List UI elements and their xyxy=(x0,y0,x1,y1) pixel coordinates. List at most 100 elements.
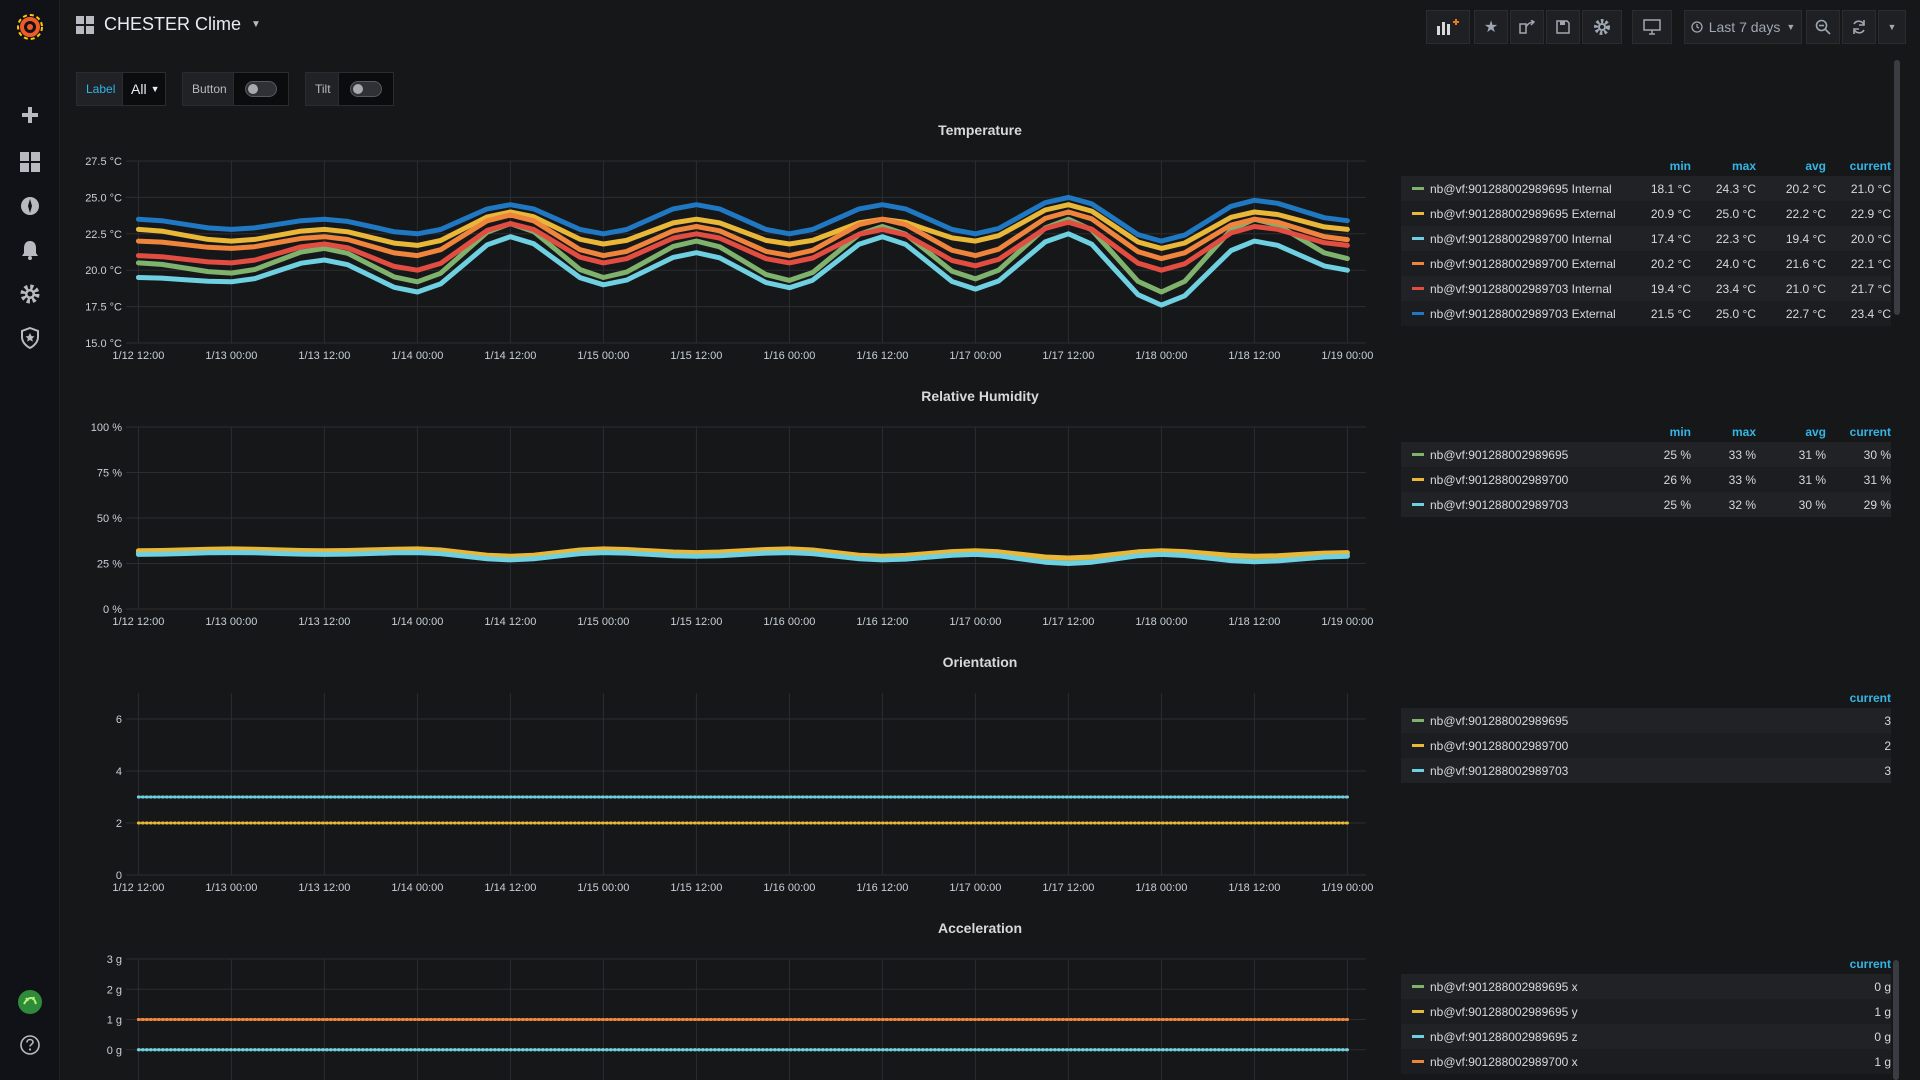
alerting-bell-icon[interactable] xyxy=(13,233,47,267)
series-name[interactable]: nb@vf:901288002989703 External xyxy=(1430,307,1616,321)
dashboard-title-picker[interactable]: CHESTER Clime ▼ xyxy=(76,14,261,35)
series-color-swatch[interactable] xyxy=(1412,769,1424,772)
series-color-swatch[interactable] xyxy=(1412,212,1424,215)
legend-series-row[interactable]: nb@vf:901288002989700 x 1 g xyxy=(1401,1049,1891,1074)
legend-series-row[interactable]: nb@vf:901288002989703 External 21.5 °C 25.… xyxy=(1401,301,1891,326)
series-name[interactable]: nb@vf:901288002989695 External xyxy=(1430,207,1616,221)
help-icon[interactable] xyxy=(13,1028,47,1062)
series-line[interactable] xyxy=(135,216,1350,295)
series-color-swatch[interactable] xyxy=(1412,744,1424,747)
legend-series-row[interactable]: nb@vf:901288002989703 3 xyxy=(1401,758,1891,783)
series-name[interactable]: nb@vf:901288002989695 xyxy=(1430,448,1569,462)
acceleration-panel-title[interactable]: Acceleration xyxy=(937,920,1023,936)
button-toggle[interactable] xyxy=(233,72,289,106)
temperature-panel-title[interactable]: Temperature xyxy=(938,122,1022,138)
series-color-swatch[interactable] xyxy=(1412,287,1424,290)
series-color-swatch[interactable] xyxy=(1412,985,1424,988)
series-line[interactable] xyxy=(135,194,1350,244)
legend-scrollbar[interactable] xyxy=(1894,60,1900,315)
series-name[interactable]: nb@vf:901288002989695 z xyxy=(1430,1030,1578,1044)
series-line[interactable] xyxy=(135,209,1350,262)
create-plus-icon[interactable] xyxy=(13,98,47,132)
humidity-graph[interactable]: 100 % 75 % 50 % 25 % 0 %1/12 12:00 1/13 00:00… xyxy=(91,422,1374,628)
orientation-graph[interactable]: 6 4 2 01/12 12:00 1/13 00:00 1/13 12:00 1/14 0… xyxy=(112,693,1373,894)
series-name[interactable]: nb@vf:901288002989703 xyxy=(1430,764,1569,778)
series-name[interactable]: nb@vf:901288002989700 Internal xyxy=(1430,232,1612,246)
variable-label-select[interactable]: All ▼ xyxy=(122,72,166,106)
series-name[interactable]: nb@vf:901288002989700 xyxy=(1430,473,1569,487)
temperature-graph[interactable]: 27.5 °C 25.0 °C 22.5 °C 20.0 °C 17.5 °C 15.0 … xyxy=(85,156,1373,362)
time-range-picker[interactable]: Last 7 days ▼ xyxy=(1684,10,1802,44)
legend-series-row[interactable]: nb@vf:901288002989700 External 20.2 °C 24.… xyxy=(1401,251,1891,276)
legend-series-row[interactable]: nb@vf:901288002989700 2 xyxy=(1401,733,1891,758)
series-name[interactable]: nb@vf:901288002989703 xyxy=(1430,498,1569,512)
legend-series-row[interactable]: nb@vf:901288002989695 Internal 18.1 °C 24.… xyxy=(1401,176,1891,201)
legend-series-row[interactable]: nb@vf:901288002989695 y 1 g xyxy=(1401,999,1891,1024)
legend-series-row[interactable]: nb@vf:901288002989700 Internal 17.4 °C 22.… xyxy=(1401,226,1891,251)
series-color-swatch[interactable] xyxy=(1412,719,1424,722)
legend-column-current[interactable]: current xyxy=(1849,691,1891,705)
series-name[interactable]: nb@vf:901288002989695 y xyxy=(1430,1005,1578,1019)
legend-series-row[interactable]: nb@vf:901288002989695 External 20.9 °C 25.… xyxy=(1401,201,1891,226)
dashboard-settings-button[interactable] xyxy=(1582,10,1622,44)
acceleration-graph[interactable]: 3 g 2 g 1 g 0 g xyxy=(107,954,1366,1080)
refresh-interval-dropdown[interactable]: ▼ xyxy=(1878,10,1906,44)
series-color-swatch[interactable] xyxy=(1412,187,1424,190)
page-scrollbar[interactable] xyxy=(1893,960,1899,1080)
series-color-swatch[interactable] xyxy=(1412,453,1424,456)
legend-series-row[interactable]: nb@vf:901288002989695 x 0 g xyxy=(1401,974,1891,999)
legend-series-row[interactable]: nb@vf:901288002989703 Internal 19.4 °C 23.… xyxy=(1401,276,1891,301)
legend-column-min[interactable]: min xyxy=(1669,425,1691,439)
series-line[interactable] xyxy=(135,219,1350,273)
series-color-swatch[interactable] xyxy=(1412,478,1424,481)
share-button[interactable] xyxy=(1510,10,1544,44)
graph-panels-canvas[interactable]: 27.5 °C 25.0 °C 22.5 °C 20.0 °C 17.5 °C 15.0 … xyxy=(0,0,1380,1080)
legend-column-current[interactable]: current xyxy=(1849,159,1891,173)
series-color-swatch[interactable] xyxy=(1412,1060,1424,1063)
legend-series-row[interactable]: nb@vf:901288002989695 z 0 g xyxy=(1401,1024,1891,1049)
legend-column-current[interactable]: current xyxy=(1849,425,1891,439)
server-admin-shield-icon[interactable] xyxy=(13,321,47,355)
series-color-swatch[interactable] xyxy=(1412,503,1424,506)
legend-column-current[interactable]: current xyxy=(1849,957,1891,971)
series-color-swatch[interactable] xyxy=(1412,262,1424,265)
series-color-swatch[interactable] xyxy=(1412,1010,1424,1013)
legend-series-row[interactable]: nb@vf:901288002989695 25 % 33 % 31 % 30 % xyxy=(1401,442,1891,467)
legend-series-row[interactable]: nb@vf:901288002989700 26 % 33 % 31 % 31 % xyxy=(1401,467,1891,492)
grafana-logo-icon[interactable] xyxy=(13,10,47,44)
series-name[interactable]: nb@vf:901288002989700 x xyxy=(1430,1055,1578,1069)
dashboards-icon[interactable] xyxy=(13,145,47,179)
user-avatar[interactable] xyxy=(13,985,47,1019)
series-name[interactable]: nb@vf:901288002989695 xyxy=(1430,714,1569,728)
legend-column-avg[interactable]: avg xyxy=(1805,425,1826,439)
series-name[interactable]: nb@vf:901288002989695 x xyxy=(1430,980,1578,994)
orientation-panel-title[interactable]: Orientation xyxy=(942,654,1018,670)
series-color-swatch[interactable] xyxy=(1412,312,1424,315)
humidity-panel-title[interactable]: Relative Humidity xyxy=(921,388,1039,404)
configuration-gear-icon[interactable] xyxy=(13,277,47,311)
series-line[interactable] xyxy=(135,231,1350,308)
legend-column-min[interactable]: min xyxy=(1669,159,1691,173)
series-line[interactable] xyxy=(135,546,1350,561)
legend-series-row[interactable]: nb@vf:901288002989695 3 xyxy=(1401,708,1891,733)
legend-column-avg[interactable]: avg xyxy=(1805,159,1826,173)
refresh-button[interactable] xyxy=(1842,10,1876,44)
series-name[interactable]: nb@vf:901288002989695 Internal xyxy=(1430,182,1612,196)
save-dashboard-button[interactable] xyxy=(1546,10,1580,44)
series-name[interactable]: nb@vf:901288002989703 Internal xyxy=(1430,282,1612,296)
legend-series-row[interactable]: nb@vf:901288002989703 25 % 32 % 30 % 29 % xyxy=(1401,492,1891,517)
legend-column-max[interactable]: max xyxy=(1731,425,1756,439)
zoom-out-button[interactable] xyxy=(1806,10,1840,44)
series-line[interactable] xyxy=(135,550,1350,566)
star-button[interactable]: ★ xyxy=(1474,10,1508,44)
series-color-swatch[interactable] xyxy=(1412,237,1424,240)
tilt-toggle[interactable] xyxy=(338,72,394,106)
series-name[interactable]: nb@vf:901288002989700 xyxy=(1430,739,1569,753)
series-line[interactable] xyxy=(135,202,1350,251)
legend-column-max[interactable]: max xyxy=(1731,159,1756,173)
series-name[interactable]: nb@vf:901288002989700 External xyxy=(1430,257,1616,271)
add-panel-button[interactable] xyxy=(1426,10,1470,44)
series-color-swatch[interactable] xyxy=(1412,1035,1424,1038)
explore-compass-icon[interactable] xyxy=(13,189,47,223)
cycle-view-mode-button[interactable] xyxy=(1632,10,1672,44)
